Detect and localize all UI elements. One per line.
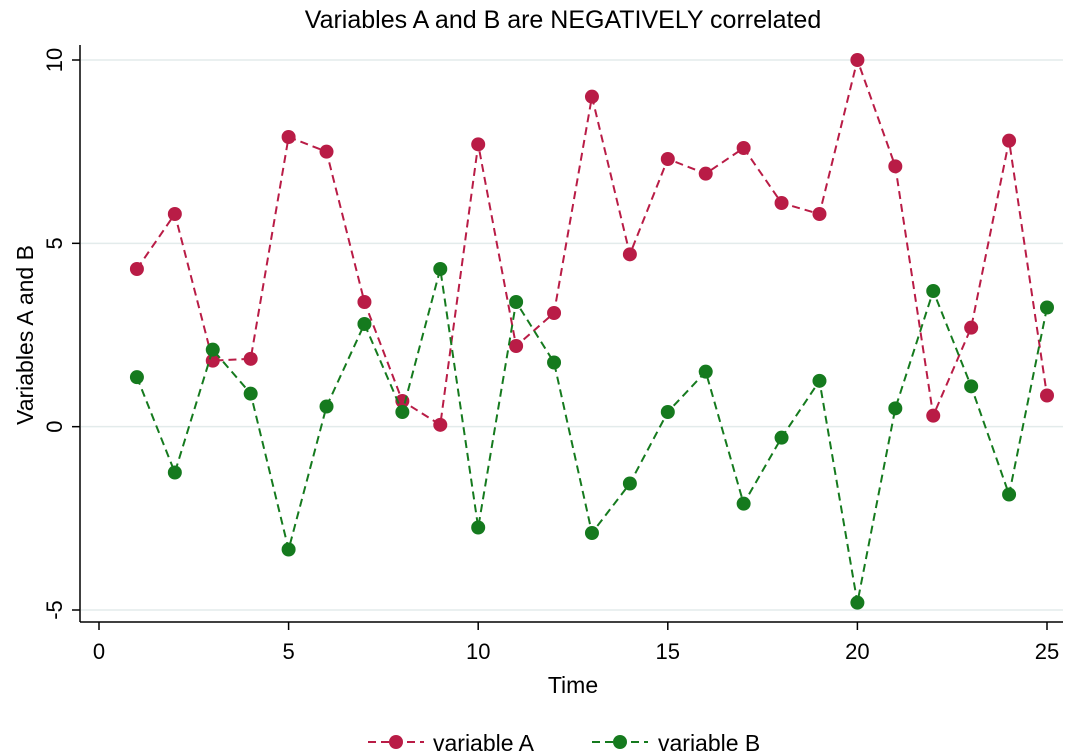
data-point-b [774,430,789,445]
data-point-a [547,306,562,320]
data-point-a [433,417,448,432]
data-point-a [281,130,296,144]
data-point-b [1002,487,1017,502]
data-point-a [774,196,789,210]
data-point-a [812,207,827,221]
x-tick-label: 15 [656,639,680,664]
data-point-b [433,262,448,276]
data-point-a [888,159,903,174]
x-tick-label: 0 [93,639,105,664]
data-point-a [698,166,713,181]
data-point-a [850,53,865,67]
data-point-a [167,207,182,221]
data-point-a [319,144,334,159]
data-point-a [1002,133,1017,148]
y-axis-title: Variables A and B [12,245,38,425]
data-point-a [509,339,524,353]
x-tick-label: 5 [282,639,294,664]
data-point-a [622,247,637,262]
data-point-a [1040,388,1054,403]
data-point-a [243,351,258,366]
chart-title: Variables A and B are NEGATIVELY correla… [305,6,821,34]
data-point-b [622,476,637,491]
data-point-b [281,542,296,557]
data-point-a [357,295,372,309]
data-point-b [319,399,334,414]
y-tick-label: 5 [42,237,67,249]
series-lines [129,53,1054,610]
data-point-a [926,408,941,423]
x-ticks: 0 5 10 15 20 25 [93,622,1059,664]
legend-marker-a [389,735,403,749]
data-point-b [736,496,751,511]
data-point-b [888,401,903,416]
data-point-b [964,379,979,394]
x-axis-title: Time [548,672,598,698]
x-tick-label: 25 [1035,639,1059,664]
data-point-b [471,520,486,535]
data-point-b [926,284,941,298]
data-point-b [698,364,713,379]
data-point-a [660,152,675,166]
data-point-b [1040,300,1054,315]
y-tick-label: 10 [42,48,67,72]
data-point-a [129,262,144,276]
y-ticks: -5 0 5 10 [42,48,80,620]
x-tick-label: 20 [845,639,869,664]
data-point-b [243,386,258,401]
y-tick-label: 0 [42,421,67,433]
data-point-a [964,320,979,335]
data-point-a [736,141,751,155]
y-tick-label: -5 [42,600,67,620]
x-tick-label: 10 [466,639,490,664]
data-point-a [205,353,220,368]
legend-label-a: variable A [433,730,535,755]
data-point-b [812,373,827,388]
data-point-a [471,137,486,152]
legend: variable A variable B [368,730,760,755]
legend-marker-b [613,735,627,749]
data-point-b [357,317,372,331]
series-line-a [136,56,1048,427]
data-point-b [509,295,524,309]
data-point-b [395,405,410,419]
data-point-b [850,595,865,610]
data-point-b [584,526,599,540]
data-point-b [205,342,220,357]
legend-label-b: variable B [658,730,760,755]
data-point-b [167,465,182,480]
data-point-b [129,370,144,385]
gridlines [81,59,1063,611]
data-point-b [660,405,675,419]
data-point-a [584,89,599,104]
series-line-b [135,268,1048,603]
data-point-b [547,355,562,370]
